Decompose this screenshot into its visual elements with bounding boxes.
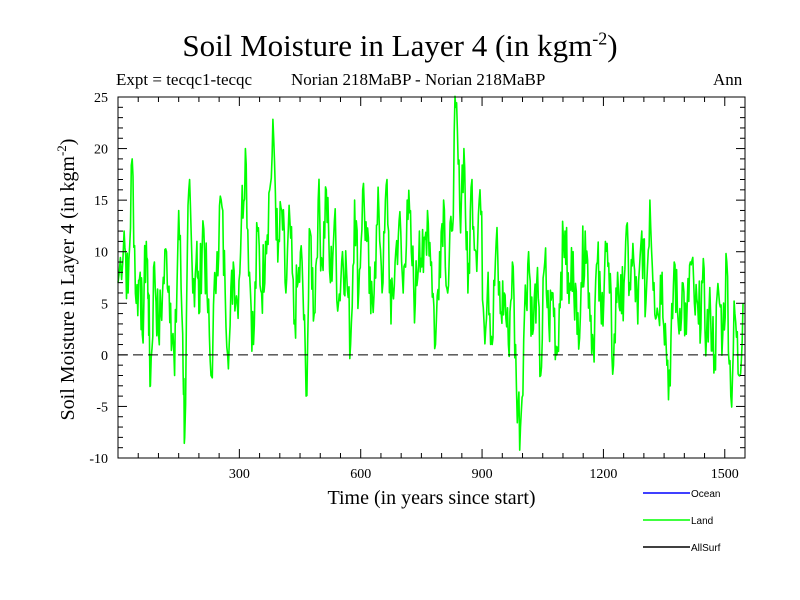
x-tick-label: 900 bbox=[472, 467, 493, 482]
comparison-label: Norian 218MaBP - Norian 218MaBP bbox=[291, 70, 546, 89]
y-tick-label: -5 bbox=[96, 400, 108, 415]
y-axis-label: Soil Moisture in Layer 4 (in kgm-2) bbox=[54, 139, 79, 421]
experiment-label: Expt = tecqc1-tecqc bbox=[116, 70, 253, 89]
y-tick-label: 5 bbox=[101, 297, 108, 312]
x-tick-label: 1200 bbox=[589, 467, 617, 482]
y-tick-label: 10 bbox=[94, 246, 108, 261]
y-tick-label: 20 bbox=[94, 143, 108, 158]
plot-frame bbox=[117, 96, 746, 459]
period-label: Ann bbox=[713, 70, 743, 89]
series-line-land bbox=[117, 95, 744, 451]
y-tick-label: 25 bbox=[94, 91, 108, 106]
legend-label: Land bbox=[691, 516, 713, 527]
x-tick-label: 300 bbox=[229, 467, 250, 482]
x-axis-label: Time (in years since start) bbox=[327, 487, 535, 509]
chart-title: Soil Moisture in Layer 4 (in kgm-2) bbox=[182, 28, 618, 63]
legend-label: Ocean bbox=[691, 489, 720, 500]
x-tick-label: 1500 bbox=[711, 467, 739, 482]
y-tick-label: 15 bbox=[94, 194, 108, 209]
x-tick-label: 600 bbox=[350, 467, 371, 482]
legend: Ocean Land AllSurf bbox=[643, 489, 721, 554]
y-tick-label: 0 bbox=[101, 349, 108, 364]
y-tick-label: -10 bbox=[89, 452, 108, 467]
legend-label: AllSurf bbox=[691, 543, 721, 554]
